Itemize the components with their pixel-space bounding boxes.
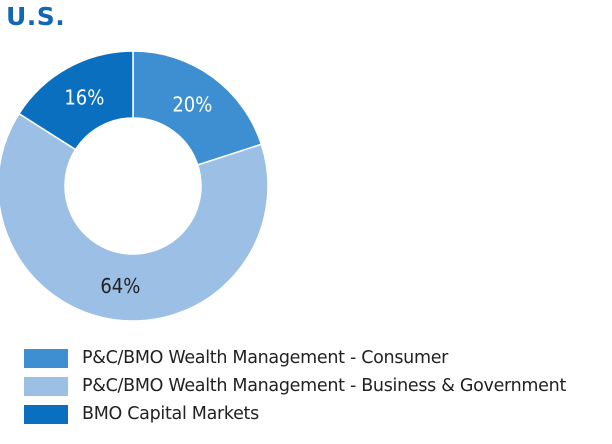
legend-label-2: P&C/BMO Wealth Management - Business & G… (82, 376, 566, 396)
chart-title: U.S. (6, 2, 66, 31)
donut-slice-1 (132, 50, 263, 166)
chart-legend: P&C/BMO Wealth Management - Consumer P&C/… (24, 348, 609, 432)
legend-swatch-1 (24, 348, 68, 368)
slice-data-label-1: 20% (172, 92, 212, 116)
legend-item-2: P&C/BMO Wealth Management - Business & G… (24, 376, 609, 396)
donut-slices (0, 50, 269, 322)
legend-label-1: P&C/BMO Wealth Management - Consumer (82, 348, 449, 368)
legend-item-3: BMO Capital Markets (24, 404, 609, 424)
donut-slice-labels: 20% 64% 16% (64, 85, 212, 298)
legend-item-1: P&C/BMO Wealth Management - Consumer (24, 348, 609, 368)
donut-chart: 20% 64% 16% (0, 50, 269, 322)
slice-data-label-3: 16% (64, 85, 104, 109)
legend-label-3: BMO Capital Markets (82, 404, 259, 424)
donut-slice-2 (0, 112, 269, 322)
legend-swatch-3 (24, 404, 68, 424)
legend-swatch-2 (24, 376, 68, 396)
slice-data-label-2: 64% (100, 274, 140, 298)
donut-slice-3 (17, 50, 134, 151)
